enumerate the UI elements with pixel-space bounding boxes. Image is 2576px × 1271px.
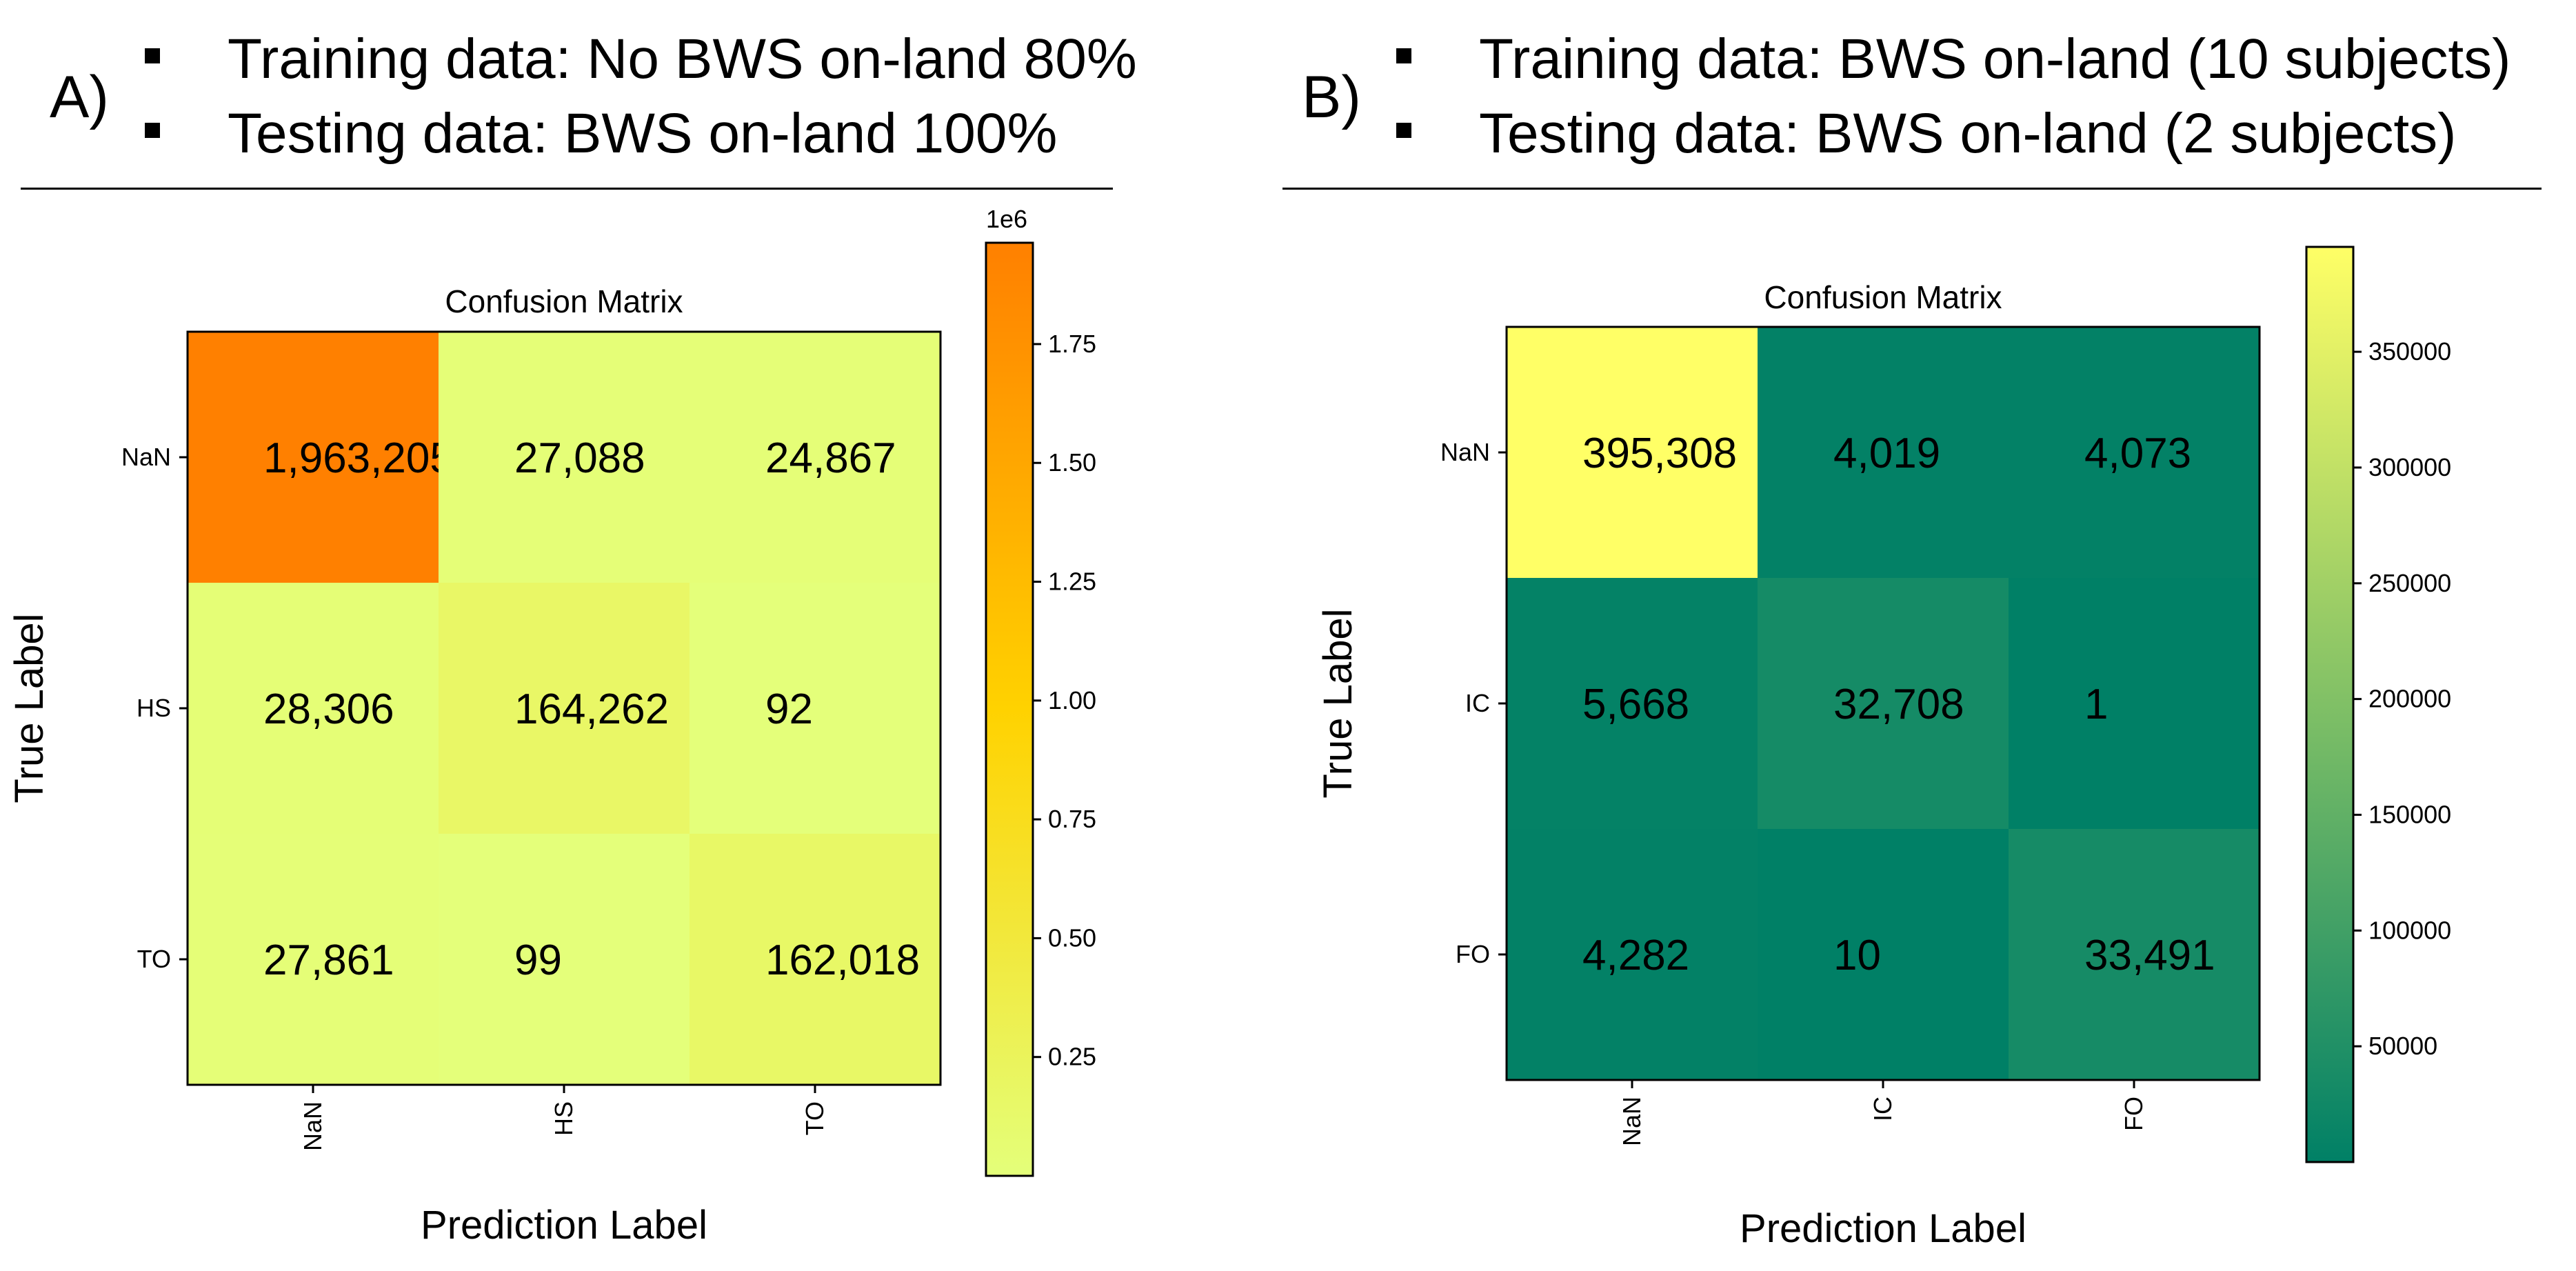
panel-letter: A): [50, 64, 109, 130]
matrix-cell: [2009, 829, 2260, 1080]
confusion-matrix-chart-a: Confusion Matrix 1,963,205 27,088 24,867 28,…: [7, 205, 1096, 1248]
cell-value-label: 1: [2084, 681, 2108, 728]
matrix-cell: [690, 834, 940, 1085]
bullet-text: Training data: BWS on-land (10 subjects): [1479, 28, 2511, 90]
bullet-text: Testing data: BWS on-land 100%: [228, 102, 1058, 165]
colorbar-tick-label: 150000: [2368, 800, 2451, 828]
cell-value-label: 28,306: [263, 685, 394, 733]
colorbar-tick-label: 1.25: [1048, 568, 1096, 596]
square-bullet-icon: [1396, 48, 1411, 63]
bullet-item-testing: Testing data: BWS on-land (2 subjects): [1396, 97, 2510, 171]
chart-title: Confusion Matrix: [1764, 279, 2002, 315]
bullet-list: Training data: No BWS on-land 80% Testin…: [145, 22, 1137, 171]
header-divider: [21, 188, 1113, 190]
cell-value-label: 4,019: [1833, 430, 1940, 477]
chart-title: Confusion Matrix: [445, 283, 683, 319]
colorbar-tick-label: 50000: [2368, 1032, 2437, 1060]
colorbar-offset-label: 1e6: [986, 205, 1027, 233]
y-tick-label: TO: [137, 945, 171, 973]
square-bullet-icon: [1396, 123, 1411, 138]
colorbar-tick-label: 1.00: [1048, 686, 1096, 714]
matrix-cell: [1758, 829, 2009, 1080]
x-axis-label: Prediction Label: [1740, 1206, 2026, 1251]
colorbar-tick-label: 0.75: [1048, 805, 1096, 833]
y-tick-label: IC: [1465, 689, 1490, 717]
y-tick-label: NaN: [121, 443, 171, 471]
colorbar-tick-label: 100000: [2368, 916, 2451, 944]
cell-value-label: 27,088: [514, 434, 645, 482]
panel-letter: B): [1302, 64, 1361, 130]
matrix-cell: [188, 332, 439, 583]
cell-value-label: 1,963,205: [263, 434, 454, 482]
matrix-cell: [690, 583, 940, 834]
matrix-cell: [1507, 578, 1758, 829]
cell-value-label: 27,861: [263, 937, 394, 984]
matrix-cell: [1507, 829, 1758, 1080]
bullet-list: Training data: BWS on-land (10 subjects)…: [1396, 22, 2510, 171]
y-tick-label: NaN: [1440, 438, 1490, 466]
confusion-matrix-chart-b: Confusion Matrix 395,308 4,019 4,073 5,668 32…: [1316, 246, 2451, 1251]
bullet-item-testing: Testing data: BWS on-land 100%: [145, 97, 1137, 171]
bullet-item-training: Training data: BWS on-land (10 subjects): [1396, 22, 2510, 97]
matrix-cell: [2009, 578, 2260, 829]
x-tick-label: HS: [550, 1101, 578, 1136]
x-axis-label: Prediction Label: [421, 1203, 707, 1248]
cell-value-label: 4,282: [1582, 932, 1689, 979]
y-axis-label: True Label: [7, 613, 52, 803]
matrix-cell: [690, 332, 940, 583]
bullet-text: Training data: No BWS on-land 80%: [228, 28, 1137, 90]
cell-value-label: 395,308: [1582, 430, 1737, 477]
cell-value-label: 10: [1833, 932, 1881, 979]
matrix-cell: [439, 332, 690, 583]
colorbar-tick-label: 1.50: [1048, 448, 1096, 477]
matrix-cell: [1507, 327, 1758, 578]
cell-value-label: 164,262: [514, 685, 669, 733]
bullet-text: Testing data: BWS on-land (2 subjects): [1479, 102, 2457, 165]
matrix-cell: [439, 834, 690, 1085]
x-tick-label: NaN: [1618, 1097, 1646, 1146]
x-tick-label: NaN: [299, 1101, 327, 1151]
header-divider: [1282, 188, 2542, 190]
y-tick-label: FO: [1456, 940, 1490, 968]
cell-value-label: 92: [765, 685, 813, 733]
square-bullet-icon: [145, 123, 160, 138]
cell-value-label: 32,708: [1833, 681, 1964, 728]
x-tick-label: TO: [801, 1101, 829, 1135]
matrix-cell: [1758, 578, 2009, 829]
cell-value-label: 99: [514, 937, 562, 984]
cell-value-label: 4,073: [2084, 430, 2191, 477]
panel-b: B) Training data: BWS on-land (10 subjec…: [1282, 0, 2576, 1271]
colorbar-tick-label: 200000: [2368, 685, 2451, 713]
cell-value-label: 5,668: [1582, 681, 1689, 728]
colorbar-tick-label: 350000: [2368, 337, 2451, 366]
matrix-cell: [439, 583, 690, 834]
x-tick-label: FO: [2120, 1097, 2148, 1131]
y-tick-label: HS: [137, 694, 171, 722]
y-axis-label: True Label: [1316, 608, 1360, 798]
matrix-cell: [188, 583, 439, 834]
matrix-cell: [188, 834, 439, 1085]
colorbar-tick-label: 250000: [2368, 569, 2451, 597]
matrix-cell: [2009, 327, 2260, 578]
colorbar-tick-label: 300000: [2368, 453, 2451, 481]
x-tick-label: IC: [1869, 1097, 1897, 1121]
colorbar: [985, 241, 1034, 1177]
square-bullet-icon: [145, 48, 160, 63]
cell-value-label: 24,867: [765, 434, 896, 482]
bullet-item-training: Training data: No BWS on-land 80%: [145, 22, 1137, 97]
colorbar-tick-label: 1.75: [1048, 330, 1096, 358]
cell-value-label: 33,491: [2084, 932, 2215, 979]
cell-value-label: 162,018: [765, 937, 920, 984]
panel-a: A) Training data: No BWS on-land 80% Tes…: [0, 0, 1282, 1271]
colorbar-tick-label: 0.50: [1048, 923, 1096, 952]
matrix-cell: [1758, 327, 2009, 578]
colorbar: [2305, 246, 2355, 1163]
colorbar-tick-label: 0.25: [1048, 1043, 1096, 1071]
